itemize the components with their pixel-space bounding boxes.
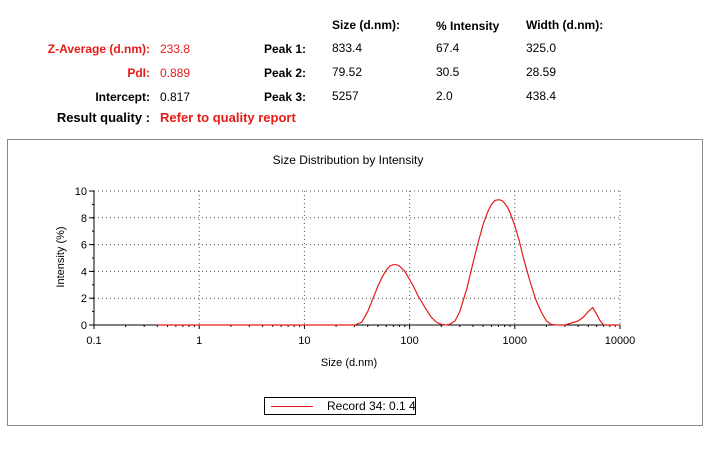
header-size: Size (d.nm):: [332, 18, 400, 32]
tick-labels: 0.1 1 10 100 1000 10000 0 2 4 6 8 10: [75, 186, 636, 347]
y-tick-label: 10: [75, 186, 87, 198]
axes: [89, 190, 621, 329]
peak2-intensity: 30.5: [436, 65, 460, 79]
peak2-width: 28.59: [526, 65, 557, 79]
chart-legend: Record 34: 0.1 4: [264, 397, 416, 415]
size-distribution-chart: Size Distribution by Intensity 0.1 1 10 100…: [55, 153, 636, 369]
legend-label: Record 34: 0.1 4: [327, 399, 416, 413]
z-average-value: 233.8: [160, 42, 191, 56]
peak1-label: Peak 1:: [264, 42, 307, 56]
peak1-width: 325.0: [526, 41, 557, 55]
intercept-label: Intercept:: [95, 90, 150, 104]
x-tick-label: 1: [196, 335, 202, 347]
peak1-intensity: 67.4: [436, 41, 460, 55]
x-tick-label: 0.1: [86, 335, 101, 347]
z-average-label: Z-Average (d.nm):: [47, 42, 150, 56]
peak2-label: Peak 2:: [264, 66, 307, 80]
y-axis-label: Intensity (%): [55, 226, 67, 287]
chart-title: Size Distribution by Intensity: [273, 153, 424, 167]
legend-swatch: [271, 406, 313, 407]
header-width: Width (d.nm):: [526, 18, 604, 32]
series-line-record-34: [157, 199, 620, 326]
y-tick-label: 6: [81, 240, 87, 252]
header-intensity: % Intensity: [436, 19, 500, 33]
peak3-intensity: 2.0: [436, 89, 453, 103]
x-tick-label: 100: [400, 335, 418, 347]
peak3-size: 5257: [332, 89, 359, 103]
result-quality-link[interactable]: Refer to quality report: [160, 110, 296, 125]
y-tick-label: 0: [81, 320, 87, 332]
peak2-size: 79.52: [332, 65, 363, 79]
x-tick-label: 10000: [605, 335, 636, 347]
grid: [94, 190, 621, 325]
pdi-value: 0.889: [160, 66, 191, 80]
y-tick-label: 4: [81, 266, 87, 278]
intercept-value: 0.817: [160, 90, 191, 104]
peak3-width: 438.4: [526, 89, 557, 103]
peak1-size: 833.4: [332, 41, 363, 55]
peak3-label: Peak 3:: [264, 90, 307, 104]
result-quality-label: Result quality :: [56, 110, 150, 125]
x-tick-label: 10: [298, 335, 310, 347]
y-tick-label: 8: [81, 213, 87, 225]
x-tick-label: 1000: [503, 335, 527, 347]
pdi-label: PdI:: [127, 66, 150, 80]
y-tick-label: 2: [81, 293, 87, 305]
chart-panel: Size Distribution by Intensity 0.1 1 10 100…: [7, 139, 703, 426]
x-axis-label: Size (d.nm): [321, 357, 377, 369]
